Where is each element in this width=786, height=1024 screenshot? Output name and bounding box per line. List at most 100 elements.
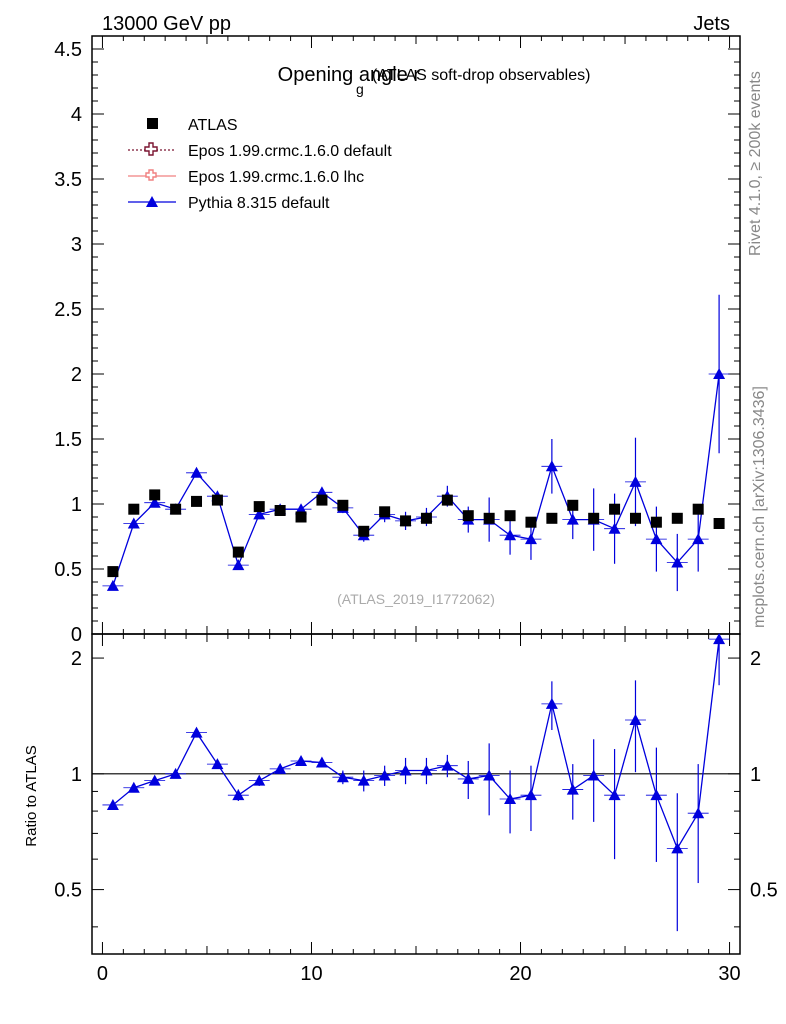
atlas-point xyxy=(149,489,161,501)
ratio-point xyxy=(420,764,433,776)
legend-label-pythia: Pythia 8.315 default xyxy=(188,195,330,212)
ratio-point xyxy=(545,697,558,709)
x-tick-label: 10 xyxy=(300,963,322,985)
analysis-watermark: (ATLAS_2019_I1772062) xyxy=(337,591,495,607)
atlas-point xyxy=(671,512,683,524)
atlas-point xyxy=(713,518,725,529)
pythia-point xyxy=(504,529,517,541)
x-tick-label: 0 xyxy=(97,963,108,985)
ratio-point xyxy=(650,789,663,801)
pythia-point xyxy=(524,533,537,545)
ratio-point xyxy=(713,633,726,645)
y-tick-label: 0.5 xyxy=(54,559,82,581)
ratio-point xyxy=(148,774,161,786)
ratio-point xyxy=(357,774,370,786)
atlas-point xyxy=(629,512,641,524)
ratio-point xyxy=(336,771,349,783)
pythia-point xyxy=(295,503,308,515)
atlas-point xyxy=(441,494,453,506)
atlas-point xyxy=(525,516,537,528)
pythia-point xyxy=(232,559,245,571)
mcplots-label: mcplots.cern.ch [arXiv:1306.3436] xyxy=(751,386,768,628)
atlas-point xyxy=(358,525,370,537)
ratio-y-tick-label-right: 1 xyxy=(750,764,761,786)
atlas-point xyxy=(316,494,328,506)
atlas-point xyxy=(504,510,516,522)
atlas-point xyxy=(253,501,265,513)
ratio-point xyxy=(106,798,119,810)
ratio-point xyxy=(190,726,203,738)
x-tick-label: 30 xyxy=(718,963,740,985)
ratio-point xyxy=(211,758,224,770)
y-tick-label: 3 xyxy=(71,234,82,256)
atlas-point xyxy=(191,495,203,507)
atlas-point xyxy=(546,512,558,524)
y-tick-label: 3.5 xyxy=(54,169,82,191)
ratio-panel-frame xyxy=(91,633,741,955)
pythia-point xyxy=(127,517,140,529)
data-marks xyxy=(102,294,730,932)
atlas-point xyxy=(379,506,391,518)
pythia-point xyxy=(545,460,558,472)
ratio-point xyxy=(315,756,328,768)
pythia-point xyxy=(650,533,663,545)
legend-marker-pythia xyxy=(128,196,176,207)
legend-marker-atlas xyxy=(147,118,158,129)
ratio-point xyxy=(295,754,308,766)
ratio-point xyxy=(232,789,245,801)
ratio-point xyxy=(504,793,517,805)
pythia-point xyxy=(106,579,119,591)
atlas-point xyxy=(462,510,474,522)
pythia-point xyxy=(692,533,705,545)
y-tick-label: 2.5 xyxy=(54,299,82,321)
ratio-point xyxy=(378,769,391,781)
rivet-label: Rivet 4.1.0, ≥ 200k events xyxy=(747,71,764,256)
ratio-point xyxy=(483,769,496,781)
pythia-point xyxy=(671,556,684,568)
ratio-y-tick-label: 0.5 xyxy=(54,880,82,902)
legend: ATLAS Epos 1.99.crmc.1.6.0 default Epos … xyxy=(128,117,392,212)
pythia-point xyxy=(190,466,203,478)
ratio-point xyxy=(274,762,287,774)
header-right: Jets xyxy=(693,13,730,35)
atlas-point xyxy=(692,503,704,515)
header-left: 13000 GeV pp xyxy=(102,13,231,35)
ratio-y-tick-label: 1 xyxy=(71,764,82,786)
ratio-y-tick-label-right: 2 xyxy=(750,648,761,670)
legend-label-epos-lhc: Epos 1.99.crmc.1.6.0 lhc xyxy=(188,169,364,186)
ratio-point xyxy=(671,842,684,854)
atlas-point xyxy=(567,499,579,511)
atlas-point xyxy=(107,566,119,578)
x-tick-label: 20 xyxy=(509,963,531,985)
y-tick-label: 2 xyxy=(71,364,82,386)
pythia-point xyxy=(148,496,161,508)
ratio-y-tick-label-right: 0.5 xyxy=(750,880,778,902)
chart-title-suffix: (ATLAS soft-drop observables) xyxy=(372,67,590,84)
ratio-point xyxy=(169,767,182,779)
ratio-point xyxy=(462,772,475,784)
atlas-point xyxy=(420,512,432,524)
y-tick-label: 4 xyxy=(71,104,82,126)
chart-title-subscript: g xyxy=(356,81,364,97)
ratio-y-tick-label: 2 xyxy=(71,648,82,670)
ratio-point xyxy=(566,783,579,795)
ratio-point xyxy=(587,769,600,781)
atlas-point xyxy=(128,503,140,515)
pythia-point xyxy=(566,513,579,525)
pythia-point xyxy=(253,508,266,520)
y-tick-label: 1.5 xyxy=(54,429,82,451)
atlas-point xyxy=(274,505,286,516)
atlas-point xyxy=(400,515,412,527)
atlas-point xyxy=(609,503,621,515)
y-tick-label: 1 xyxy=(71,494,82,516)
atlas-point xyxy=(337,499,349,511)
pythia-line xyxy=(112,373,720,587)
pythia-point xyxy=(629,475,642,487)
axes: 0 10 20 30 0 0.5 1 1.5 2 2.5 3 3.5 4 4.5 0.5 0.5 1 1 2 2 xyxy=(54,35,778,985)
ratio-point xyxy=(127,781,140,793)
pythia-point xyxy=(608,522,621,534)
pythia-point xyxy=(713,368,726,379)
ratio-point xyxy=(608,789,621,801)
y-tick-label: 0 xyxy=(71,624,82,646)
